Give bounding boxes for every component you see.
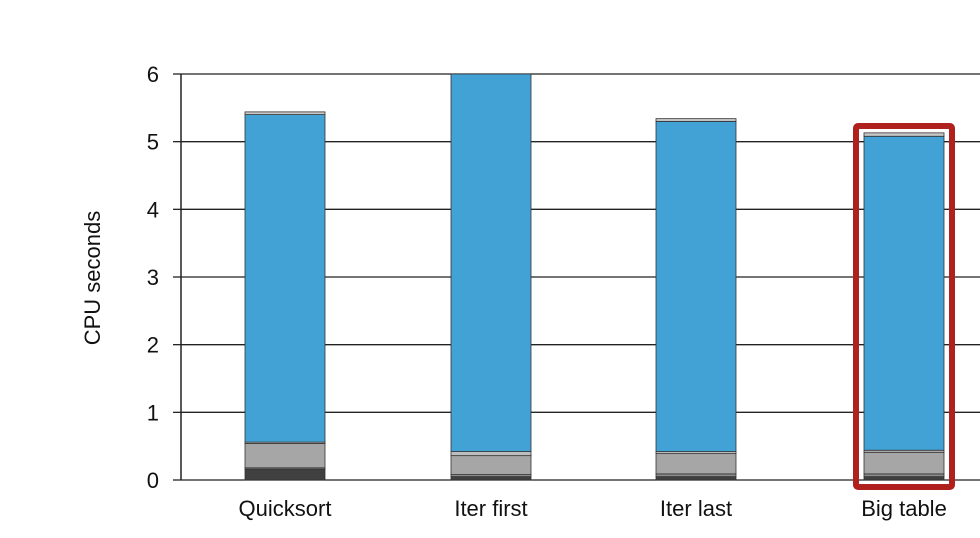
bar-segment — [655, 120, 737, 452]
bar-segment — [655, 118, 737, 122]
bar-segment — [450, 73, 532, 452]
bar-segment — [244, 114, 326, 443]
x-category-labels: Quicksort Iter first Iter last Big table — [239, 496, 947, 521]
bar-stack-iter-last — [655, 118, 737, 481]
x-category-label: Big table — [861, 496, 947, 521]
bar-segment — [450, 451, 532, 457]
bar-segment — [655, 476, 737, 481]
bar-segment — [863, 476, 945, 481]
bar-segment — [655, 453, 737, 475]
y-tick-label: 1 — [147, 400, 159, 425]
x-category-label: Iter last — [660, 496, 732, 521]
bar-segment — [450, 455, 532, 475]
highlight-box — [853, 123, 955, 490]
bar-segment — [863, 473, 945, 478]
bar-segment — [863, 135, 945, 451]
bars — [244, 73, 945, 481]
y-axis-title: CPU seconds — [80, 211, 105, 346]
bar-segment — [450, 476, 532, 481]
y-tick-label: 0 — [147, 468, 159, 493]
bar-segment — [863, 132, 945, 137]
bar-segment — [244, 443, 326, 469]
bar-segment — [863, 451, 945, 475]
highlight-rectangle — [853, 123, 955, 490]
y-tick-label: 6 — [147, 62, 159, 87]
y-tick-label: 3 — [147, 265, 159, 290]
x-category-label: Quicksort — [239, 496, 332, 521]
y-tick-label: 2 — [147, 333, 159, 358]
bar-stack-quicksort — [244, 111, 326, 481]
bar-segment — [244, 468, 326, 481]
bar-segment — [655, 473, 737, 478]
y-tick-label: 5 — [147, 130, 159, 155]
bar-stack-iter-first — [450, 73, 532, 481]
y-tick-label: 4 — [147, 197, 159, 222]
x-category-label: Iter first — [454, 496, 527, 521]
y-tick-labels: 0 1 2 3 4 5 6 — [147, 62, 159, 493]
bar-segment — [244, 111, 326, 116]
bar-stack-big-table — [863, 132, 945, 481]
